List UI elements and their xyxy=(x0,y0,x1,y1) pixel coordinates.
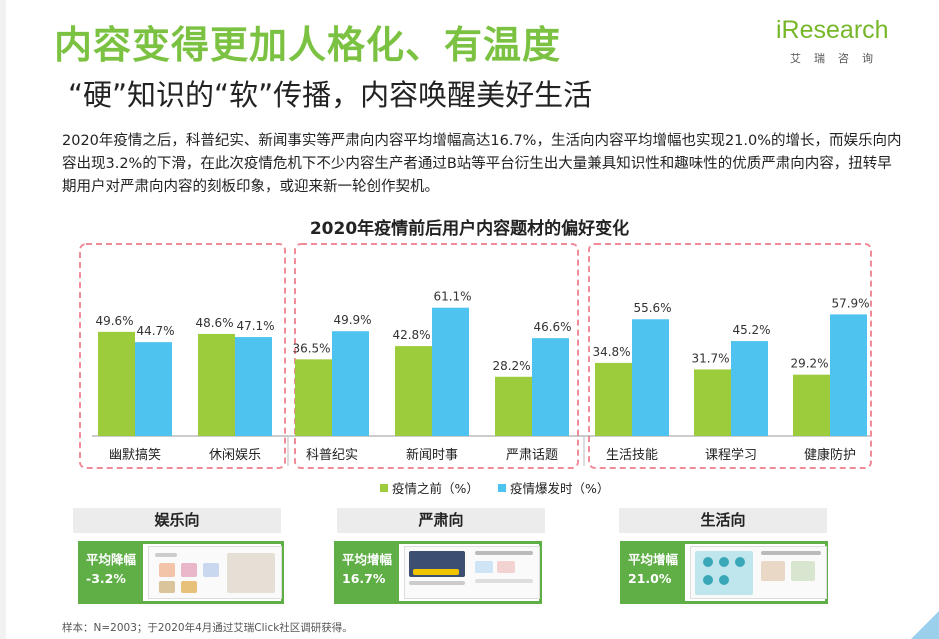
category-label-2: 科普纪实 xyxy=(306,448,358,463)
bar-before-6 xyxy=(694,369,731,436)
panel-tag-value: -3.2% xyxy=(86,571,126,586)
bar-during-2 xyxy=(332,331,369,436)
data-label-during-7: 57.9% xyxy=(831,296,869,310)
bar-before-2 xyxy=(295,359,332,436)
panel-tag-value: 21.0% xyxy=(628,571,672,586)
app-screenshot-thumbnail xyxy=(404,546,540,599)
bar-during-5 xyxy=(632,319,669,436)
legend-label-0: 疫情之前（%） xyxy=(392,481,479,496)
panel-tag-label: 平均增幅 xyxy=(628,552,679,567)
bar-during-4 xyxy=(532,338,569,436)
panel-tag-entertainment: 平均降幅 -3.2% xyxy=(81,544,143,601)
data-label-before-1: 48.6% xyxy=(195,316,233,330)
group-box-1 xyxy=(294,243,579,469)
bar-before-0 xyxy=(98,331,135,436)
page-subtitle: “硬”知识的“软”传播，内容唤醒美好生活 xyxy=(68,78,593,112)
category-label-6: 课程学习 xyxy=(705,447,757,463)
panel-tag-label: 平均降幅 xyxy=(86,552,137,567)
footnote: 样本：N=2003；于2020年4月通过艾瑞Click社区调研获得。 xyxy=(62,622,353,634)
bar-during-6 xyxy=(731,341,768,436)
bar-before-4 xyxy=(495,376,532,436)
panel-life: 平均增幅 21.0% xyxy=(620,541,828,604)
category-label-3: 新闻时事 xyxy=(406,447,458,463)
bar-before-3 xyxy=(395,346,432,436)
panel-header-serious: 严肃向 xyxy=(337,508,545,533)
logo-cn: 艾瑞咨询 xyxy=(790,52,886,65)
data-label-during-5: 55.6% xyxy=(633,301,671,315)
data-label-before-7: 29.2% xyxy=(790,357,828,371)
data-label-before-2: 36.5% xyxy=(292,341,330,355)
data-label-during-3: 61.1% xyxy=(433,290,471,304)
panel-tag-serious: 平均增幅 16.7% xyxy=(337,544,399,601)
data-label-during-1: 47.1% xyxy=(236,319,274,333)
group-box-2 xyxy=(588,243,872,469)
bar-during-7 xyxy=(830,314,867,436)
panel-header-entertainment: 娱乐向 xyxy=(73,508,281,533)
data-label-during-2: 49.9% xyxy=(333,313,371,327)
group-box-0 xyxy=(79,243,286,469)
panel-serious: 平均增幅 16.7% xyxy=(334,541,542,604)
bar-during-1 xyxy=(235,337,272,436)
bar-during-3 xyxy=(432,307,469,436)
chart-title: 2020年疫情前后用户内容题材的偏好变化 xyxy=(309,219,630,239)
category-label-1: 休闲娱乐 xyxy=(209,448,261,463)
data-label-before-6: 31.7% xyxy=(691,351,729,365)
panel-tag-value: 16.7% xyxy=(342,571,386,586)
legend-swatch-0 xyxy=(380,484,388,492)
logo-brand-text: iResearch xyxy=(776,16,889,44)
category-label-7: 健康防护 xyxy=(804,447,856,463)
category-label-4: 严肃话题 xyxy=(506,448,558,463)
data-label-before-4: 28.2% xyxy=(492,359,530,373)
panel-tag-label: 平均增幅 xyxy=(342,552,393,567)
bar-during-0 xyxy=(135,342,172,436)
legend-label-1: 疫情爆发时（%） xyxy=(510,481,609,496)
legend-swatch-1 xyxy=(498,484,506,492)
bar-before-5 xyxy=(595,362,632,436)
logo-brand: iResearch xyxy=(776,16,889,45)
page-edge xyxy=(0,0,6,639)
category-label-5: 生活技能 xyxy=(606,448,658,463)
panel-entertainment: 平均降幅 -3.2% xyxy=(78,541,284,604)
panel-header-life: 生活向 xyxy=(619,508,827,533)
data-label-during-4: 46.6% xyxy=(533,320,571,334)
bar-before-1 xyxy=(198,333,235,436)
iresearch-logo: iResearch 艾瑞咨询 xyxy=(776,16,906,66)
data-label-before-0: 49.6% xyxy=(95,314,133,328)
bar-before-7 xyxy=(793,374,830,436)
category-label-0: 幽默搞笑 xyxy=(109,447,161,463)
app-screenshot-thumbnail xyxy=(690,546,827,599)
data-label-during-6: 45.2% xyxy=(732,323,770,337)
data-label-before-3: 42.8% xyxy=(392,328,430,342)
app-screenshot-thumbnail xyxy=(148,546,282,599)
data-label-during-0: 44.7% xyxy=(136,324,174,338)
panel-tag-life: 平均增幅 21.0% xyxy=(623,544,685,601)
data-label-before-5: 34.8% xyxy=(592,345,630,359)
bar-chart: 49.6%44.7% 幽默搞笑 48.6% 47.1% 休闲娱乐 36.5%49.9% 科普… xyxy=(79,243,872,496)
corner-decoration xyxy=(911,611,939,639)
page-title: 内容变得更加人格化、有温度 xyxy=(54,23,562,67)
description-paragraph: 2020年疫情之后，科普纪实、新闻事实等严肃向内容平均增幅高达16.7%，生活向… xyxy=(62,133,902,195)
